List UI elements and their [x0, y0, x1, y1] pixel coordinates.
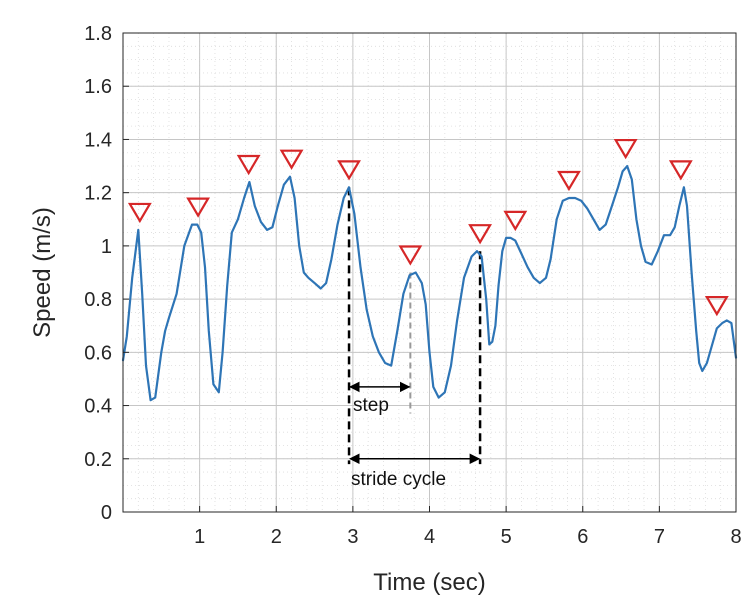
- y-tick-label: 1.4: [84, 129, 112, 151]
- x-axis-label: Time (sec): [373, 569, 485, 596]
- peak-marker: [704, 295, 729, 317]
- y-tick-label: 0.4: [84, 396, 112, 418]
- x-tick-label: 7: [654, 526, 665, 548]
- y-tick-label: 1: [101, 236, 112, 258]
- peak-marker: [236, 154, 261, 176]
- y-axis-ticks: 0 0.2 0.4 0.6 0.8 1 1.2 1.4 1.6 1.8: [84, 23, 129, 524]
- x-axis-ticks: 1 2 3 4 5 6 7 8: [194, 506, 742, 548]
- step-label: step: [353, 395, 389, 416]
- series-layer: [121, 165, 738, 402]
- peak-marker: [468, 224, 492, 245]
- peak-markers: [127, 138, 729, 317]
- peak-marker: [398, 245, 423, 266]
- y-tick-label: 1.2: [84, 183, 112, 205]
- peak-marker: [668, 160, 693, 181]
- peak-marker: [557, 170, 581, 192]
- y-tick-label: 0.8: [84, 289, 112, 311]
- speed-series-line: [121, 165, 738, 402]
- x-tick-label: 5: [501, 526, 512, 548]
- y-tick-label: 1.8: [84, 23, 112, 45]
- peak-marker: [337, 160, 361, 181]
- x-tick-label: 6: [577, 526, 588, 548]
- peak-marker: [613, 138, 638, 160]
- stride-cycle-label: stride cycle: [351, 469, 446, 490]
- y-tick-label: 0: [101, 502, 112, 524]
- y-tick-label: 1.6: [84, 76, 112, 98]
- x-tick-label: 1: [194, 526, 205, 548]
- peak-marker: [127, 202, 152, 224]
- x-tick-label: 2: [271, 526, 282, 548]
- x-tick-label: 4: [424, 526, 435, 548]
- y-axis-label: Speed (m/s): [29, 207, 56, 338]
- x-tick-label: 8: [730, 526, 741, 548]
- annotation-layer: step stride cycle: [347, 187, 482, 490]
- peak-marker: [503, 210, 528, 232]
- y-tick-label: 0.6: [84, 342, 112, 364]
- peak-marker: [279, 149, 304, 170]
- y-tick-label: 0.2: [84, 449, 112, 471]
- peak-marker: [186, 197, 211, 218]
- x-tick-label: 3: [347, 526, 358, 548]
